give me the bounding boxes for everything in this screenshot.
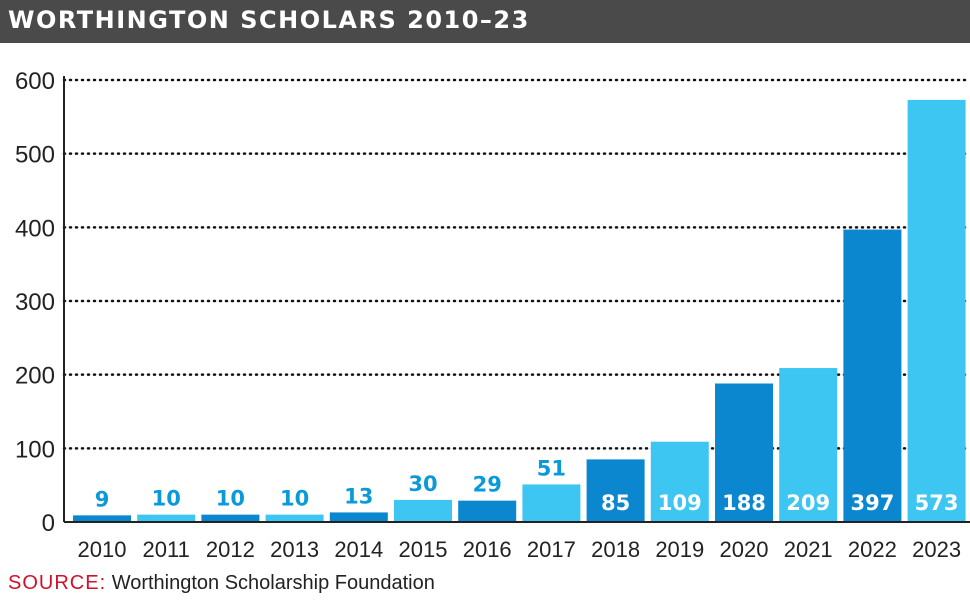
bar <box>522 484 581 522</box>
bar <box>586 459 645 522</box>
data-label: 10 <box>152 487 181 511</box>
bar <box>137 514 196 522</box>
bar <box>73 515 131 522</box>
bar <box>265 514 324 522</box>
x-tick-label: 2014 <box>334 537 383 562</box>
data-label: 51 <box>537 456 566 480</box>
data-label: 573 <box>915 491 959 515</box>
bar-chart: 0 100 200 300 400 500 600 9 2010 10 2011 10 2012 10 20… <box>15 68 970 562</box>
x-tick-label: 2017 <box>527 537 576 562</box>
data-label: 209 <box>786 491 830 515</box>
title-bar: WORTHINGTON SCHOLARS 2010–23 <box>0 0 970 43</box>
bar <box>715 383 773 522</box>
chart-title: WORTHINGTON SCHOLARS 2010–23 <box>8 6 530 34</box>
y-tick-label: 100 <box>15 436 55 463</box>
x-tick-label: 2022 <box>848 537 897 562</box>
bar <box>779 368 838 522</box>
y-tick-label: 400 <box>15 215 55 242</box>
x-tick-label: 2015 <box>399 537 448 562</box>
bar <box>843 229 902 522</box>
x-tick-label: 2019 <box>655 537 704 562</box>
data-label: 85 <box>601 491 630 515</box>
bar <box>907 99 966 522</box>
bar <box>650 441 709 522</box>
x-tick-label: 2018 <box>591 537 640 562</box>
x-tick-label: 2010 <box>78 537 127 562</box>
source-label: SOURCE: <box>8 572 107 594</box>
source-text: Worthington Scholarship Foundation <box>111 572 435 594</box>
y-tick-label: 500 <box>15 142 55 169</box>
bar <box>201 514 260 522</box>
source-note: SOURCE: Worthington Scholarship Foundati… <box>8 572 435 595</box>
data-label: 13 <box>344 484 373 508</box>
data-label: 30 <box>408 472 437 496</box>
data-label: 10 <box>216 487 245 511</box>
bar <box>394 499 452 522</box>
x-tick-label: 2012 <box>206 537 255 562</box>
bar <box>458 500 517 522</box>
x-tick-label: 2011 <box>143 537 190 562</box>
data-label: 397 <box>850 491 894 515</box>
x-tick-label: 2021 <box>784 537 833 562</box>
data-label: 109 <box>658 491 702 515</box>
data-label: 9 <box>95 487 110 511</box>
data-label: 29 <box>473 473 502 497</box>
x-tick-label: 2020 <box>720 537 769 562</box>
data-label: 10 <box>280 487 309 511</box>
y-tick-label: 0 <box>42 510 55 537</box>
y-tick-label: 300 <box>15 289 55 316</box>
x-tick-label: 2023 <box>912 537 961 562</box>
x-tick-label: 2013 <box>270 537 319 562</box>
bar <box>329 512 388 522</box>
y-tick-label: 600 <box>15 68 55 95</box>
y-tick-label: 200 <box>15 363 55 390</box>
x-tick-label: 2016 <box>463 537 512 562</box>
data-label: 188 <box>722 491 766 515</box>
